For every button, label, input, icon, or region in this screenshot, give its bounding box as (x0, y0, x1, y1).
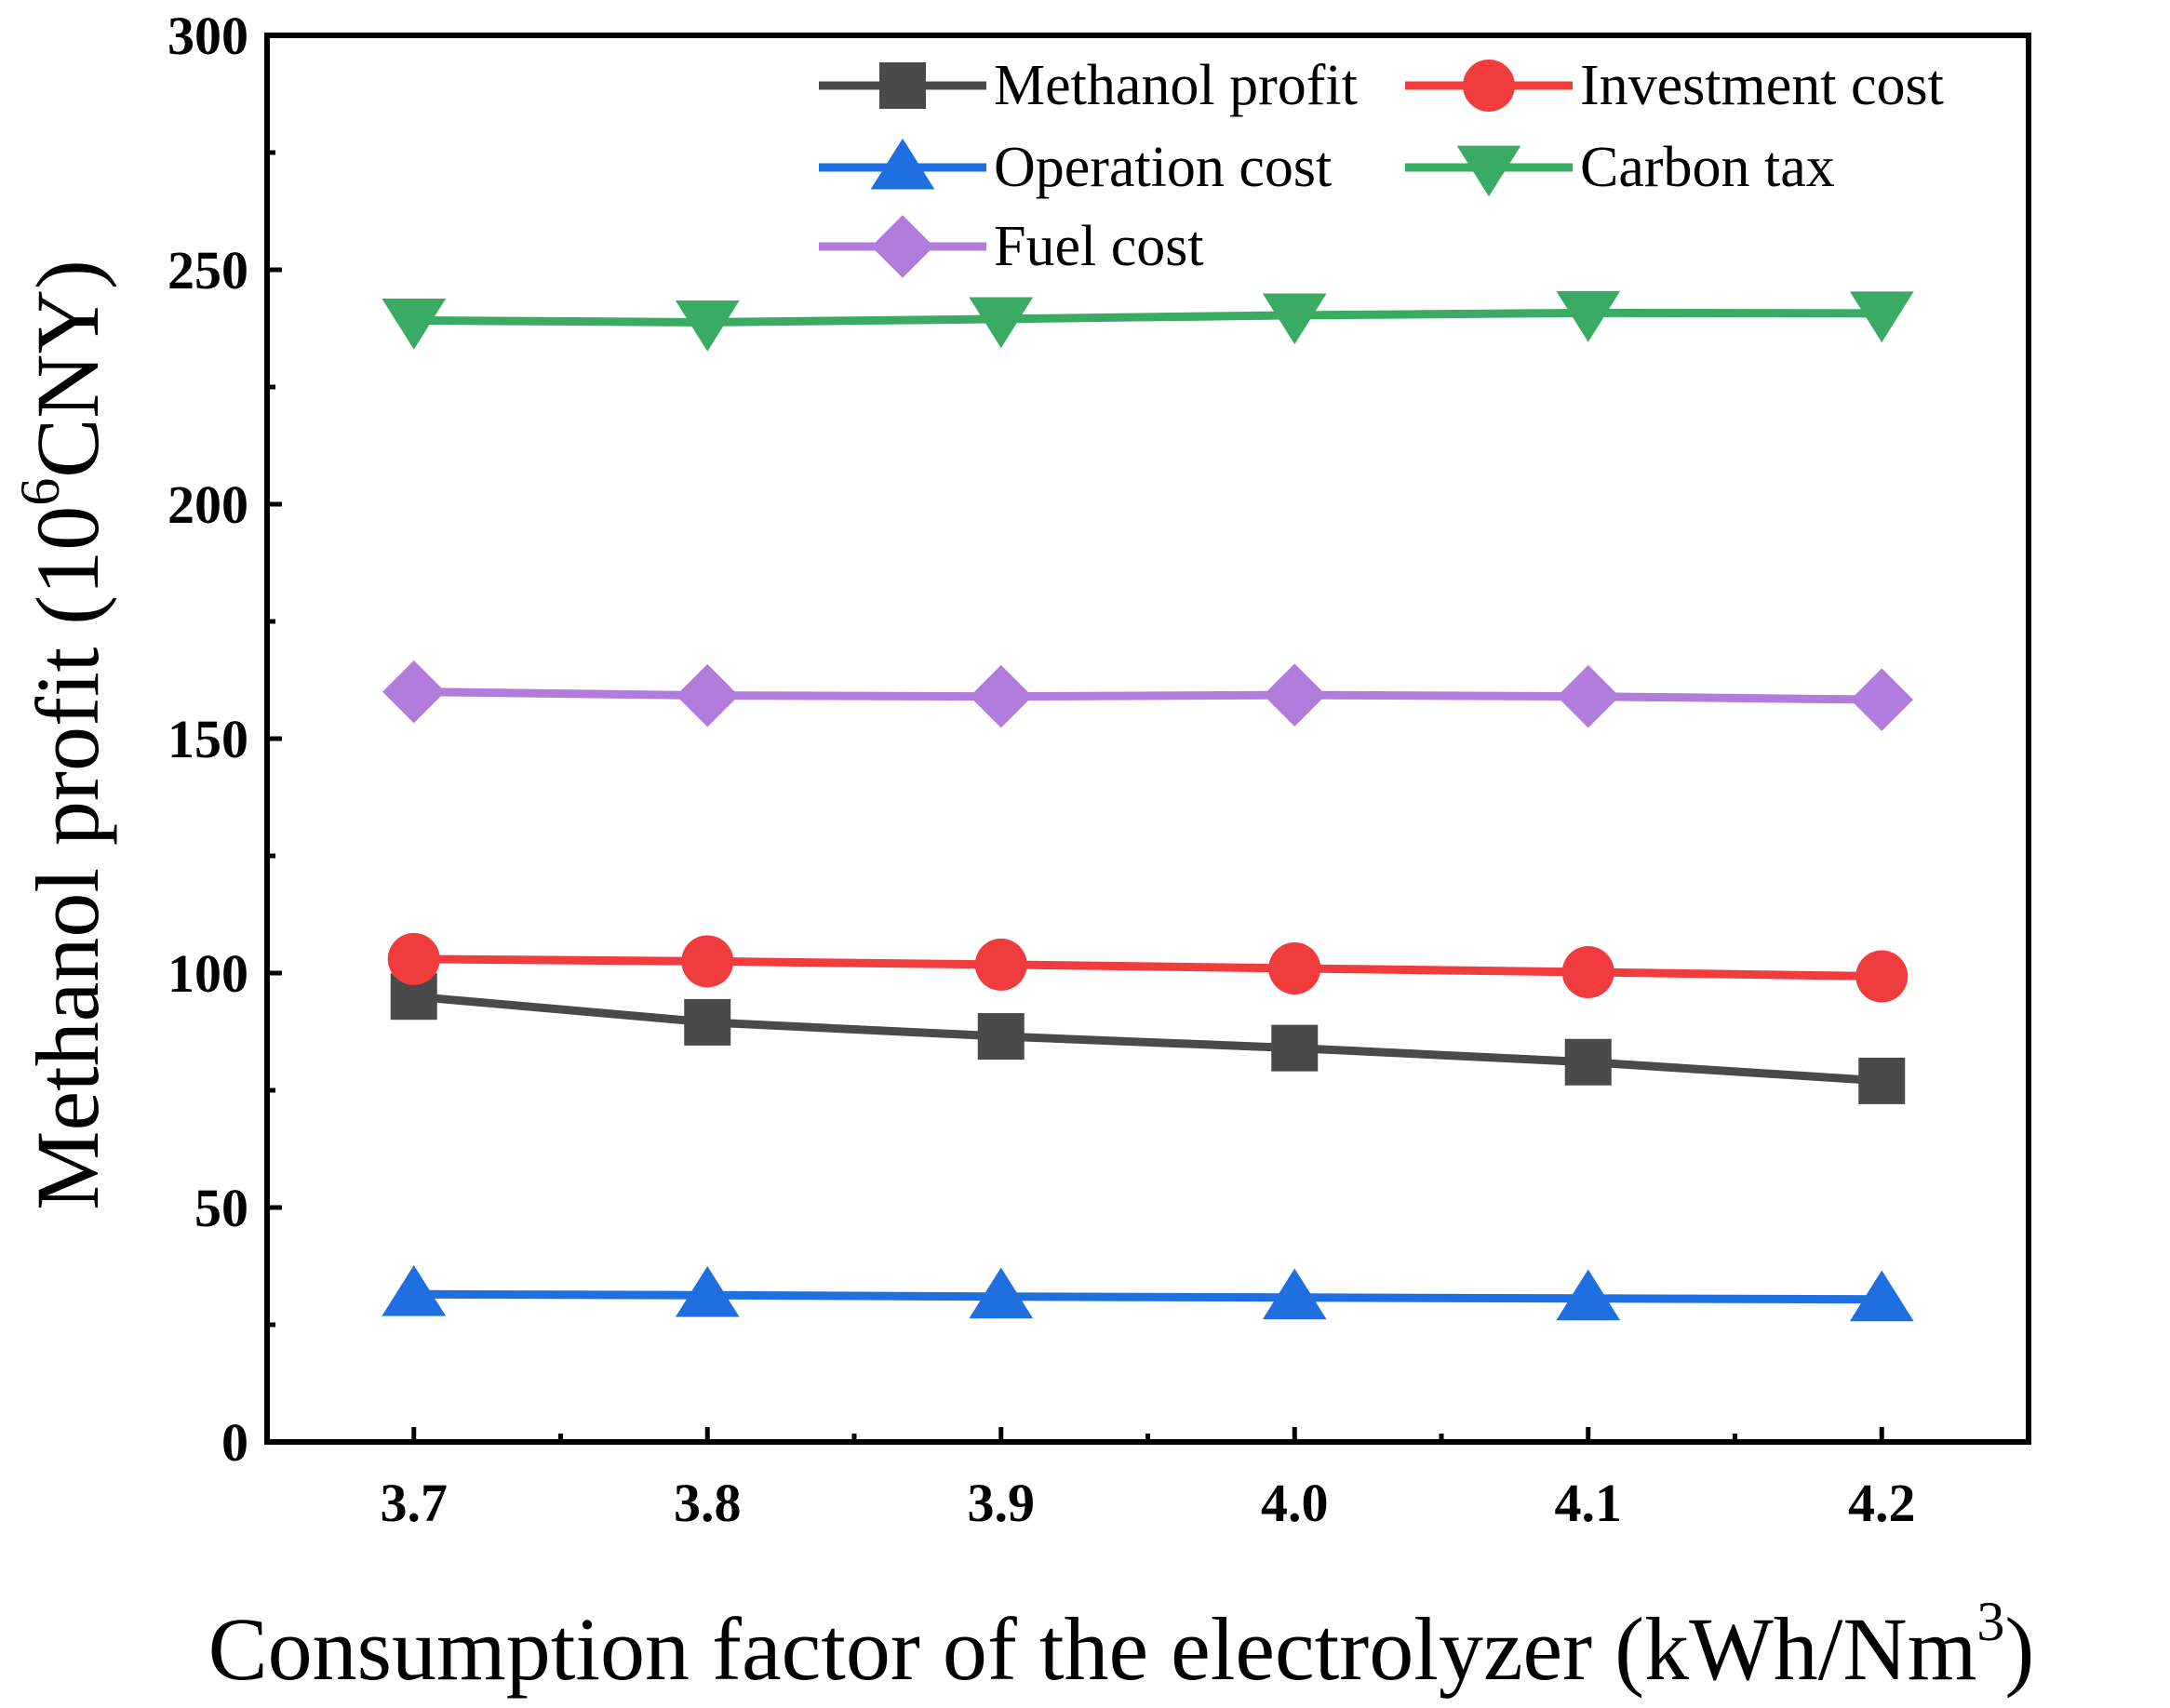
data-point-methanol-profit (1564, 1038, 1612, 1086)
legend-entry-methanol-profit: Methanol profit (819, 54, 1358, 117)
data-point-methanol-profit (1271, 1024, 1319, 1072)
data-point-fuel-cost (676, 663, 739, 727)
y-tick-label: 100 (167, 943, 248, 1004)
series-line-fuel-cost (413, 687, 1882, 704)
series-line-operation-cost (413, 1289, 1882, 1304)
data-point-operation-cost (675, 1265, 740, 1317)
data-point-investment-cost (1268, 941, 1321, 994)
legend-entry-investment-cost: Investment cost (1405, 54, 1944, 117)
legend-entry-carbon-tax: Carbon tax (1405, 136, 1835, 199)
data-point-operation-cost (382, 1264, 447, 1316)
data-point-fuel-cost (1850, 668, 1913, 731)
series-investment-cost (387, 932, 1909, 1003)
data-point-carbon-tax (1556, 290, 1621, 342)
data-point-investment-cost (974, 938, 1027, 991)
y-tick-label: 0 (221, 1412, 248, 1473)
data-point-operation-cost (969, 1267, 1034, 1319)
y-tick-label: 250 (167, 240, 248, 300)
data-point-carbon-tax (1262, 293, 1327, 345)
series-fuel-cost (382, 660, 1913, 731)
data-point-fuel-cost (1557, 664, 1620, 728)
x-tick-label: 3.7 (381, 1473, 449, 1533)
y-axis-label: Methanol profit (106CNY) (9, 260, 117, 1210)
data-point-investment-cost (1855, 950, 1909, 1003)
data-point-fuel-cost (382, 660, 446, 724)
data-point-investment-cost (681, 935, 734, 988)
x-axis-label: Consumption factor of the electrolyzer (… (208, 1591, 2035, 1699)
data-point-operation-cost (1262, 1268, 1327, 1320)
data-point-investment-cost (1561, 945, 1614, 998)
series-line-methanol-profit (413, 992, 1882, 1086)
x-tick-label: 3.8 (674, 1473, 742, 1533)
data-point-operation-cost (1849, 1270, 1914, 1322)
series-carbon-tax (382, 290, 1914, 352)
data-point-carbon-tax (969, 297, 1034, 349)
legend-label-fuel-cost: Fuel cost (994, 215, 1204, 278)
data-point-operation-cost (1556, 1269, 1621, 1321)
data-point-investment-cost (387, 932, 440, 985)
legend-marker-operation-cost (870, 138, 935, 190)
legend-marker-investment-cost (1463, 60, 1515, 112)
series-line-carbon-tax (413, 308, 1882, 327)
y-tick-label: 300 (167, 6, 248, 66)
legend-marker-carbon-tax (1456, 145, 1521, 197)
x-tick-label: 4.0 (1261, 1473, 1329, 1533)
legend-label-investment-cost: Investment cost (1580, 54, 1944, 117)
series-operation-cost (382, 1264, 1914, 1322)
data-point-carbon-tax (675, 300, 740, 352)
x-tick-label: 3.9 (968, 1473, 1036, 1533)
x-tick-label: 4.2 (1848, 1473, 1916, 1533)
series-line-investment-cost (413, 954, 1882, 981)
legend-marker-fuel-cost (871, 215, 934, 278)
data-point-carbon-tax (382, 298, 447, 350)
legend-label-carbon-tax: Carbon tax (1580, 136, 1835, 199)
y-tick-label: 200 (167, 474, 248, 535)
data-point-fuel-cost (1263, 663, 1326, 727)
data-point-carbon-tax (1849, 291, 1914, 343)
data-point-methanol-profit (684, 998, 731, 1046)
y-tick-label: 50 (194, 1178, 248, 1238)
legend-label-operation-cost: Operation cost (994, 136, 1332, 199)
legend-entry-operation-cost: Operation cost (819, 136, 1332, 199)
x-tick-label: 4.1 (1555, 1473, 1623, 1533)
data-point-methanol-profit (977, 1013, 1025, 1061)
data-point-fuel-cost (970, 664, 1033, 728)
legend-marker-methanol-profit (879, 62, 926, 109)
legend-entry-fuel-cost: Fuel cost (819, 215, 1204, 278)
y-tick-label: 150 (167, 709, 248, 769)
series-methanol-profit (390, 973, 1906, 1104)
data-point-methanol-profit (1858, 1057, 1906, 1104)
legend-label-methanol-profit: Methanol profit (994, 54, 1358, 117)
